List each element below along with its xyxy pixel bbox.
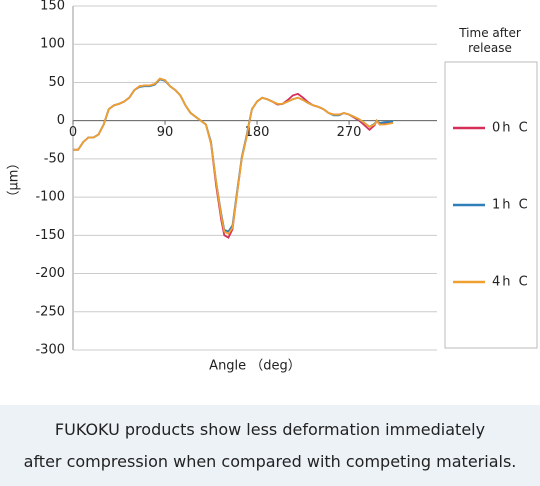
- series-line: [73, 77, 394, 235]
- y-tick-label: -250: [35, 304, 65, 319]
- legend-label: 1h C: [492, 198, 530, 213]
- x-tick-label: 180: [245, 125, 270, 140]
- y-tick-label: -50: [44, 151, 65, 166]
- y-tick-label: -100: [35, 190, 65, 205]
- y-tick-label: 0: [57, 113, 65, 128]
- legend-label: 4h C: [492, 275, 530, 290]
- legend-title-box: Time after release: [459, 26, 521, 55]
- legend-label: 0h C: [492, 121, 530, 136]
- x-tick-label: 0: [69, 125, 77, 140]
- legend-box: [444, 61, 538, 349]
- caption: FUKOKU products show less deformation im…: [0, 405, 540, 486]
- y-tick-label: 50: [48, 75, 65, 90]
- y-tick-label: 150: [40, 0, 65, 14]
- y-tick-label: -200: [35, 266, 65, 281]
- y-tick-label: -150: [35, 228, 65, 243]
- y-tick-label: -300: [35, 343, 65, 358]
- x-tick-label: 270: [337, 125, 362, 140]
- y-axis-label: （μm）: [7, 157, 22, 204]
- caption-line: after compression when compared with com…: [23, 451, 517, 471]
- y-tick-label: 100: [40, 37, 65, 52]
- caption-line: FUKOKU products show less deformation im…: [54, 419, 486, 439]
- legend-title: Time after release: [459, 26, 521, 55]
- x-tick-label: 90: [157, 125, 174, 140]
- chart: （μm） Angle （deg） Time after release -300…: [7, 0, 538, 374]
- x-axis-label: Angle （deg）: [209, 359, 301, 374]
